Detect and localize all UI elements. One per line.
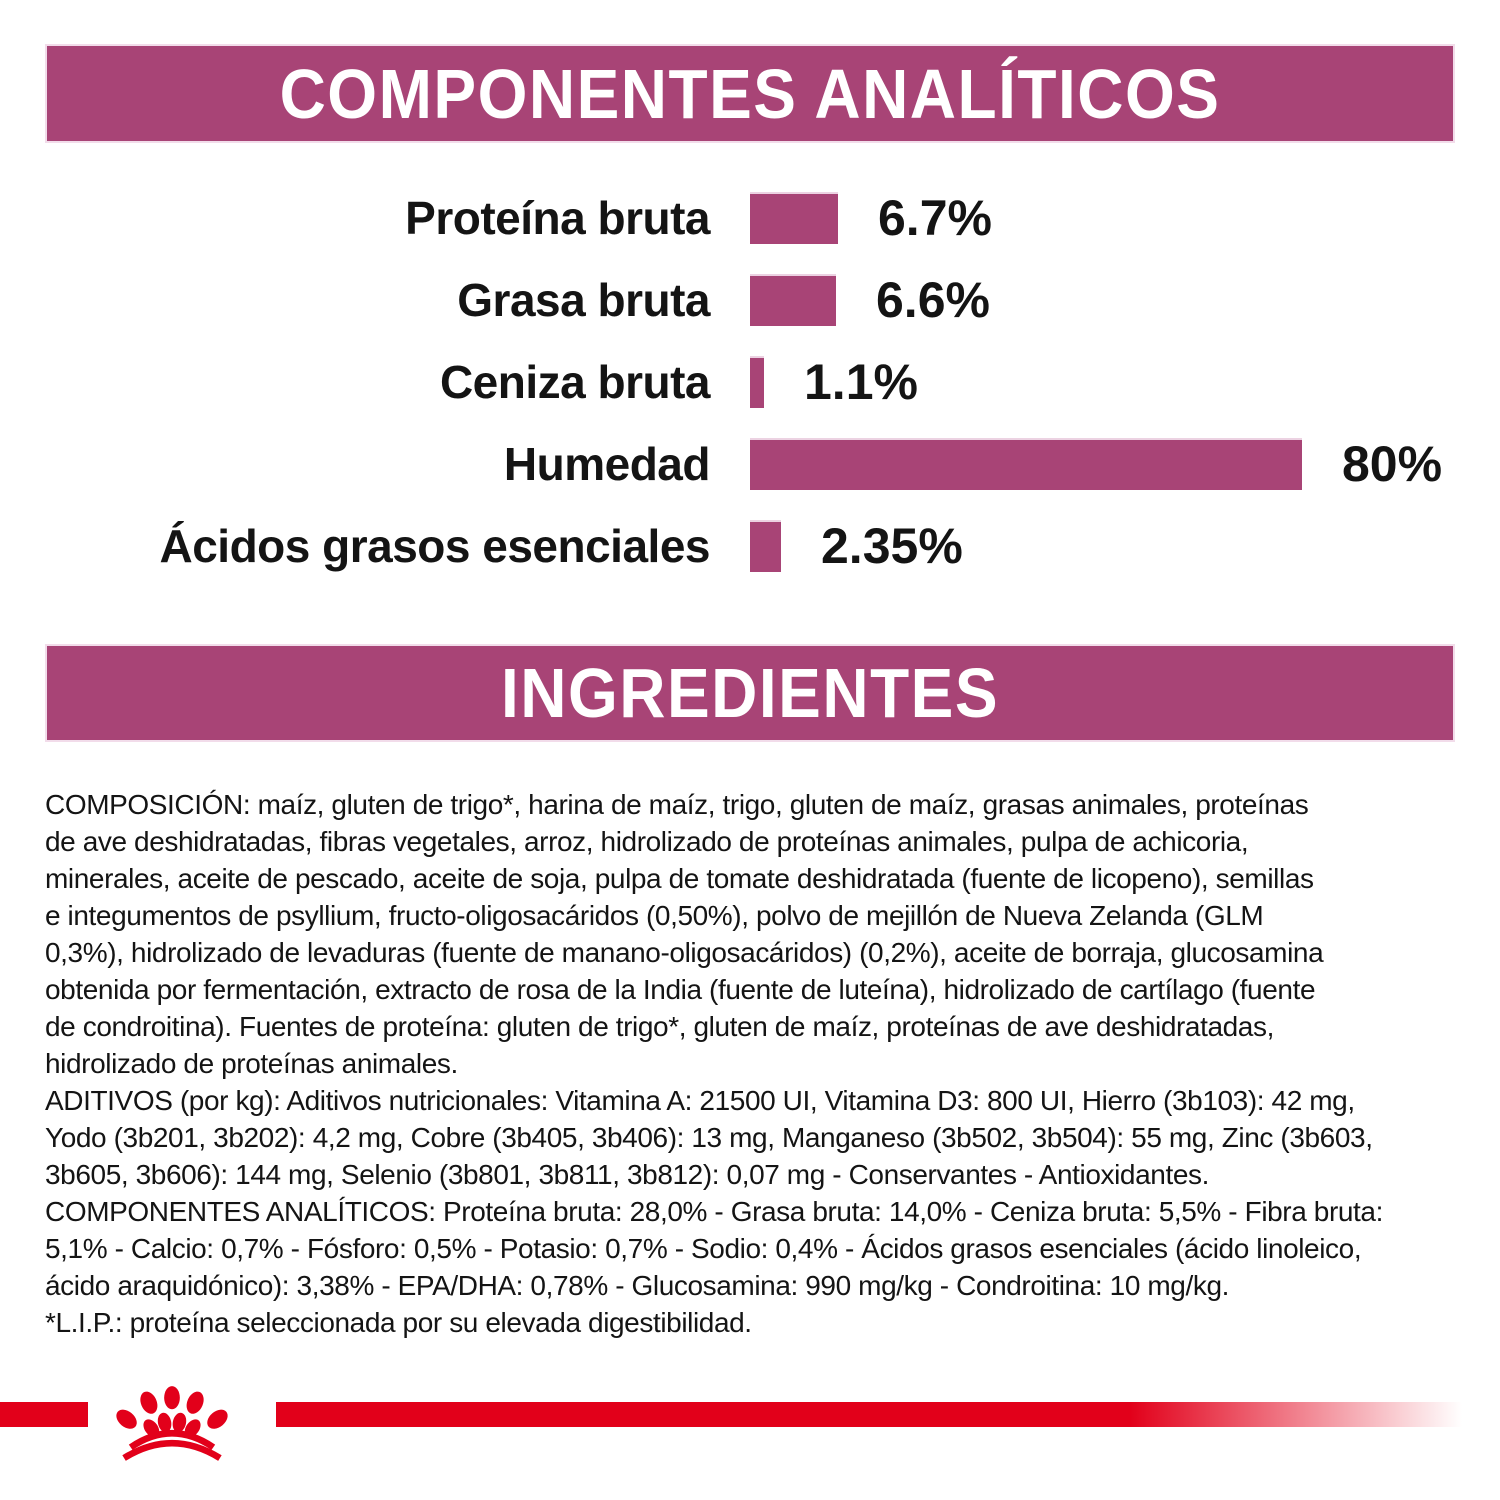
ingredients-header-title: INGREDIENTES bbox=[500, 654, 1000, 732]
ingredients-text-line: de condroitina). Fuentes de proteína: gl… bbox=[45, 1011, 1274, 1042]
ingredients-text-line: obtenida por fermentación, extracto de r… bbox=[45, 974, 1316, 1005]
ingredients-text-line: *L.I.P.: proteína seleccionada por su el… bbox=[45, 1307, 752, 1338]
ingredients-text-line: COMPOSICIÓN: maíz, gluten de trigo*, har… bbox=[45, 789, 1309, 820]
chart-bar bbox=[750, 520, 781, 572]
ingredients-text-line: COMPONENTES ANALÍTICOS: Proteína bruta: … bbox=[45, 1196, 1383, 1227]
chart-row: Proteína bruta 6.7% bbox=[45, 190, 1455, 246]
composition-text-block: COMPOSICIÓN: maíz, gluten de trigo*, har… bbox=[45, 786, 1459, 1341]
ingredients-text-line: ADITIVOS (por kg): Aditivos nutricionale… bbox=[45, 1085, 1355, 1116]
brand-line-main-segment bbox=[276, 1402, 1462, 1427]
chart-row-value: 1.1% bbox=[804, 354, 918, 410]
chart-row-label: Ceniza bruta bbox=[439, 356, 711, 408]
analytics-header-title: COMPONENTES ANALÍTICOS bbox=[279, 54, 1221, 133]
chart-bar bbox=[750, 274, 836, 326]
chart-row: Ácidos grasos esenciales 2.35% bbox=[45, 518, 1455, 574]
analytic-components-bar-chart: Proteína bruta 6.7% Grasa bruta 6.6% Ceniza … bbox=[45, 190, 1455, 602]
ingredients-text-line: 5,1% - Calcio: 0,7% - Fósforo: 0,5% - Po… bbox=[45, 1233, 1362, 1264]
ingredients-header-band: INGREDIENTES bbox=[45, 644, 1455, 742]
ingredients-text-line: hidrolizado de proteínas animales. bbox=[45, 1048, 458, 1079]
ingredients-text-line: 3b605, 3b606): 144 mg, Selenio (3b801, 3… bbox=[45, 1159, 1209, 1190]
brand-line-left-segment bbox=[0, 1402, 88, 1427]
chart-bar bbox=[750, 356, 764, 408]
ingredients-text-line: minerales, aceite de pescado, aceite de … bbox=[45, 863, 1314, 894]
ingredients-text-line: e integumentos de psyllium, fructo-oligo… bbox=[45, 900, 1264, 931]
chart-row-label: Ácidos grasos esenciales bbox=[159, 520, 710, 572]
analytics-header-band: COMPONENTES ANALÍTICOS bbox=[45, 44, 1455, 143]
chart-bar bbox=[750, 192, 838, 244]
ingredients-text-line: 0,3%), hidrolizado de levaduras (fuente … bbox=[45, 937, 1324, 968]
ingredients-text-line: de ave deshidratadas, fibras vegetales, … bbox=[45, 826, 1249, 857]
chart-row: Humedad 80% bbox=[45, 436, 1455, 492]
chart-row-value: 80% bbox=[1342, 436, 1443, 492]
chart-row-label: Proteína bruta bbox=[405, 192, 710, 244]
chart-row: Grasa bruta 6.6% bbox=[45, 272, 1455, 328]
chart-row-label: Grasa bruta bbox=[457, 274, 710, 326]
chart-bar bbox=[750, 438, 1302, 490]
royal-canin-crown-logo-icon bbox=[116, 1386, 228, 1461]
chart-row-value: 6.7% bbox=[878, 190, 992, 246]
chart-row: Ceniza bruta 1.1% bbox=[45, 354, 1455, 410]
ingredients-text-line: ácido araquidónico): 3,38% - EPA/DHA: 0,… bbox=[45, 1270, 1229, 1301]
ingredients-text-line: Yodo (3b201, 3b202): 4,2 mg, Cobre (3b40… bbox=[45, 1122, 1373, 1153]
chart-row-label: Humedad bbox=[503, 438, 711, 490]
chart-row-value: 2.35% bbox=[821, 518, 963, 574]
chart-row-value: 6.6% bbox=[876, 272, 990, 328]
